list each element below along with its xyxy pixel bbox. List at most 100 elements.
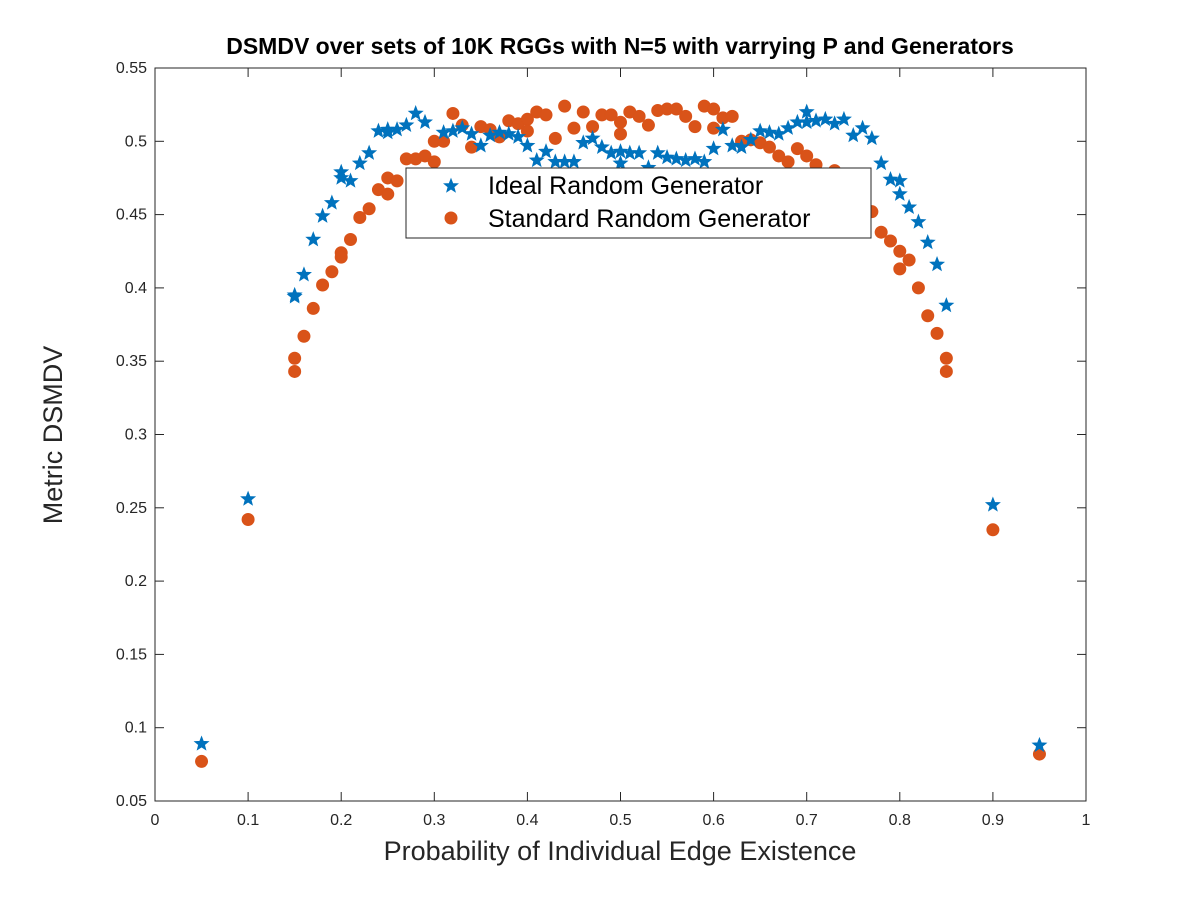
ideal-point bbox=[565, 153, 582, 169]
ideal-point bbox=[351, 154, 368, 171]
ideal-point bbox=[938, 297, 955, 313]
standard-point bbox=[641, 118, 655, 132]
standard-point bbox=[558, 99, 572, 113]
standard-point bbox=[725, 109, 739, 123]
standard-point bbox=[548, 131, 562, 145]
standard-point bbox=[800, 149, 814, 163]
standard-point bbox=[986, 523, 1000, 537]
ideal-point bbox=[668, 150, 685, 166]
ideal-point bbox=[398, 116, 415, 132]
ideal-point bbox=[919, 234, 936, 250]
ideal-point bbox=[491, 124, 508, 140]
ideal-point bbox=[305, 231, 322, 247]
ideal-point bbox=[910, 213, 927, 229]
ideal-point bbox=[817, 110, 834, 127]
legend-label-standard: Standard Random Generator bbox=[488, 205, 810, 233]
ideal-point bbox=[575, 134, 592, 150]
standard-point bbox=[344, 233, 358, 247]
y-tick-label: 0.3 bbox=[125, 427, 147, 444]
standard-point bbox=[669, 102, 683, 116]
ideal-point bbox=[314, 207, 331, 223]
ideal-point bbox=[780, 119, 797, 135]
ideal-point bbox=[835, 110, 852, 127]
standard-point bbox=[306, 301, 320, 315]
ideal-point bbox=[724, 137, 741, 153]
standard-point bbox=[921, 309, 935, 323]
standard-point bbox=[604, 108, 618, 122]
standard-point bbox=[241, 513, 255, 527]
standard-point bbox=[539, 108, 553, 122]
x-tick-label: 0.6 bbox=[702, 812, 724, 829]
x-tick-label: 0.1 bbox=[237, 812, 259, 829]
standard-point bbox=[614, 127, 627, 141]
ideal-point bbox=[500, 125, 517, 141]
ideal-point bbox=[193, 735, 210, 751]
ideal-point bbox=[705, 140, 722, 156]
standard-point bbox=[874, 225, 888, 239]
standard-point bbox=[614, 115, 627, 129]
y-tick-label: 0.4 bbox=[125, 280, 147, 297]
ideal-point bbox=[854, 119, 871, 135]
legend-label-ideal: Ideal Random Generator bbox=[488, 172, 763, 200]
standard-point bbox=[688, 120, 702, 134]
ideal-point bbox=[323, 194, 340, 210]
standard-point bbox=[297, 329, 311, 343]
data-markers bbox=[193, 99, 1048, 768]
ideal-point bbox=[631, 144, 648, 160]
ideal-point bbox=[863, 129, 880, 146]
standard-point bbox=[790, 142, 804, 156]
standard-point bbox=[781, 155, 795, 169]
y-tick-label: 0.05 bbox=[116, 793, 147, 810]
legend-box bbox=[405, 167, 872, 239]
ideal-point bbox=[333, 169, 350, 185]
y-axis-ticks: 0.05 0.1 0.15 0.2 0.25 0.3 0.35 0.4 0.45 0.5 0.55 bbox=[116, 60, 1086, 810]
standard-point bbox=[772, 149, 786, 163]
y-tick-label: 0.2 bbox=[125, 573, 147, 590]
standard-point bbox=[195, 754, 209, 768]
standard-point bbox=[288, 351, 302, 365]
x-tick-label: 0 bbox=[151, 812, 160, 829]
ideal-point bbox=[612, 143, 629, 159]
series-standard bbox=[195, 99, 1046, 768]
ideal-point bbox=[714, 121, 731, 137]
standard-point bbox=[930, 326, 944, 340]
ideal-point bbox=[901, 198, 918, 215]
ideal-point bbox=[891, 185, 908, 201]
ideal-point bbox=[1031, 736, 1048, 753]
ideal-point bbox=[752, 122, 769, 138]
y-tick-label: 0.15 bbox=[116, 646, 147, 663]
legend-marker-standard bbox=[444, 211, 458, 225]
standard-point bbox=[418, 149, 432, 163]
x-tick-label: 0.9 bbox=[982, 812, 1004, 829]
standard-point bbox=[939, 351, 953, 365]
standard-point bbox=[520, 124, 534, 138]
ideal-point bbox=[891, 172, 908, 188]
ideal-point bbox=[342, 172, 359, 188]
standard-point bbox=[883, 234, 897, 248]
ideal-point bbox=[240, 490, 257, 506]
ideal-point bbox=[407, 105, 424, 121]
standard-point bbox=[362, 202, 376, 216]
y-tick-label: 0.35 bbox=[116, 353, 147, 370]
x-axis-ticks: 0 0.1 0.2 0.3 0.4 0.5 0.6 0.7 0.8 0.9 1 bbox=[151, 68, 1091, 829]
ideal-point bbox=[295, 266, 312, 282]
standard-point bbox=[567, 121, 581, 135]
standard-point bbox=[893, 244, 907, 258]
chart-title: DSMDV over sets of 10K RGGs with N=5 wit… bbox=[226, 33, 1014, 59]
standard-point bbox=[446, 106, 460, 120]
y-axis-label: Metric DSMDV bbox=[38, 346, 68, 525]
standard-point bbox=[939, 364, 953, 378]
standard-point bbox=[762, 140, 776, 154]
ideal-point bbox=[761, 124, 778, 140]
ideal-point bbox=[389, 121, 406, 137]
y-tick-label: 0.25 bbox=[116, 500, 147, 517]
legend-marker-ideal bbox=[443, 177, 459, 193]
standard-point bbox=[353, 211, 367, 225]
ideal-point bbox=[519, 137, 536, 153]
ideal-point bbox=[612, 154, 629, 171]
y-tick-label: 0.5 bbox=[125, 133, 147, 150]
x-tick-label: 0.4 bbox=[516, 812, 538, 829]
legend-circle-icon bbox=[444, 211, 458, 225]
ideal-point bbox=[417, 113, 433, 130]
